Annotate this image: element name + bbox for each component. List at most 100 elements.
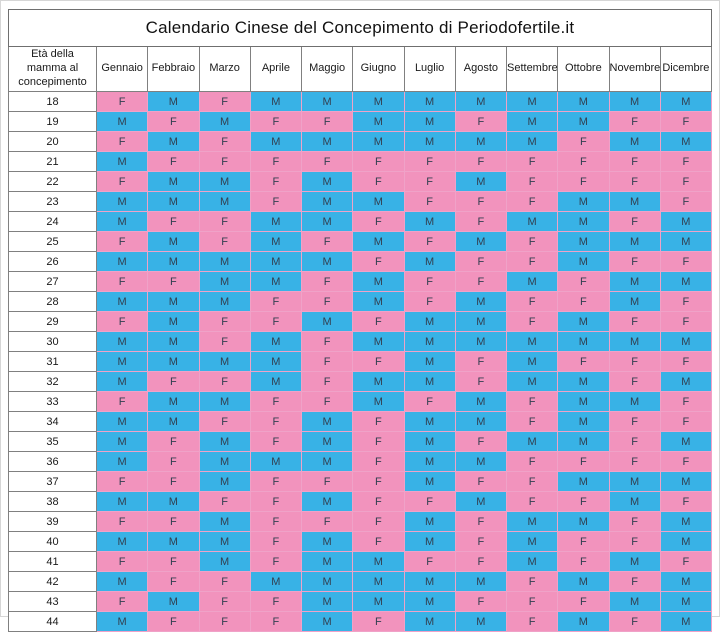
gender-cell: M (198, 431, 251, 452)
gender-cell: F (95, 131, 149, 152)
gender-cell: M (198, 111, 251, 132)
gender-cell: M (659, 531, 713, 552)
gender-cell: M (454, 571, 508, 592)
age-cell: 18 (8, 91, 97, 112)
gender-cell: M (249, 251, 303, 272)
gender-cell: M (95, 191, 149, 212)
gender-cell: F (659, 251, 713, 272)
age-cell: 23 (8, 191, 97, 212)
gender-cell: M (249, 231, 303, 252)
gender-cell: F (147, 371, 200, 392)
gender-cell: M (557, 391, 610, 412)
gender-cell: F (300, 151, 354, 172)
table-row: 32 M F F M F M M F M M F M (8, 371, 713, 392)
gender-cell: M (608, 91, 661, 112)
gender-cell: M (147, 391, 200, 412)
month-header-row: Età della mamma al concepimento Gennaio F… (8, 46, 713, 92)
gender-cell: M (505, 531, 559, 552)
gender-cell: M (557, 91, 610, 112)
gender-cell: M (454, 291, 508, 312)
gender-cell: M (608, 191, 661, 212)
gender-cell: M (608, 391, 661, 412)
gender-cell: F (147, 111, 200, 132)
gender-cell: M (95, 371, 149, 392)
gender-cell: F (659, 411, 713, 432)
gender-cell: M (300, 251, 354, 272)
table-row: 25 F M F M F M F M F M M M (8, 231, 713, 252)
gender-cell: F (95, 591, 149, 612)
gender-cell: F (300, 231, 354, 252)
gender-cell: F (557, 531, 610, 552)
gender-cell: F (505, 151, 559, 172)
gender-cell: M (403, 131, 456, 152)
age-column-header: Età della mamma al concepimento (8, 46, 97, 92)
gender-cell: M (454, 231, 508, 252)
gender-cell: F (198, 151, 251, 172)
gender-cell: F (300, 271, 354, 292)
gender-cell: F (454, 371, 508, 392)
gender-cell: M (95, 211, 149, 232)
gender-cell: M (95, 411, 149, 432)
age-cell: 32 (8, 371, 97, 392)
gender-cell: M (352, 271, 405, 292)
gender-cell: F (198, 411, 251, 432)
gender-cell: F (505, 571, 559, 592)
gender-cell: M (557, 251, 610, 272)
gender-cell: F (608, 451, 661, 472)
gender-cell: M (403, 611, 456, 632)
gender-cell: M (454, 131, 508, 152)
gender-cell: F (454, 151, 508, 172)
gender-cell: M (198, 471, 251, 492)
gender-cell: F (198, 331, 251, 352)
gender-cell: F (454, 351, 508, 372)
age-cell: 44 (8, 611, 97, 632)
gender-cell: F (659, 491, 713, 512)
gender-cell: M (557, 411, 610, 432)
gender-cell: F (505, 451, 559, 472)
age-cell: 26 (8, 251, 97, 272)
gender-cell: M (659, 371, 713, 392)
gender-cell: F (249, 471, 303, 492)
gender-cell: M (198, 251, 251, 272)
gender-cell: M (403, 251, 456, 272)
gender-cell: M (300, 551, 354, 572)
table-row: 23 M M M F M M F F F M M F (8, 191, 713, 212)
age-cell: 27 (8, 271, 97, 292)
gender-cell: M (403, 411, 456, 432)
gender-cell: M (659, 571, 713, 592)
gender-cell: F (147, 451, 200, 472)
table-row: 29 F M F F M F M M F M F F (8, 311, 713, 332)
gender-cell: M (198, 451, 251, 472)
gender-cell: F (608, 151, 661, 172)
gender-cell: M (403, 471, 456, 492)
age-cell: 30 (8, 331, 97, 352)
gender-cell: M (505, 211, 559, 232)
age-cell: 40 (8, 531, 97, 552)
age-cell: 28 (8, 291, 97, 312)
gender-cell: M (147, 311, 200, 332)
gender-cell: M (557, 211, 610, 232)
gender-cell: F (249, 171, 303, 192)
gender-cell: M (505, 431, 559, 452)
gender-cell: F (659, 451, 713, 472)
gender-cell: M (147, 531, 200, 552)
gender-cell: F (249, 111, 303, 132)
gender-cell: F (95, 551, 149, 572)
gender-cell: M (557, 111, 610, 132)
month-header: Dicembre (659, 46, 713, 92)
gender-cell: F (95, 171, 149, 192)
gender-cell: M (95, 531, 149, 552)
gender-cell: F (249, 591, 303, 612)
gender-cell: F (95, 231, 149, 252)
gender-cell: F (249, 311, 303, 332)
table-row: 35 M F M F M F M F M M F M (8, 431, 713, 452)
gender-cell: F (403, 171, 456, 192)
gender-cell: M (659, 131, 713, 152)
gender-cell: F (403, 271, 456, 292)
month-header: Febbraio (147, 46, 200, 92)
table-row: 21 M F F F F F F F F F F F (8, 151, 713, 172)
gender-cell: F (198, 591, 251, 612)
gender-cell: M (352, 571, 405, 592)
gender-cell: M (659, 211, 713, 232)
